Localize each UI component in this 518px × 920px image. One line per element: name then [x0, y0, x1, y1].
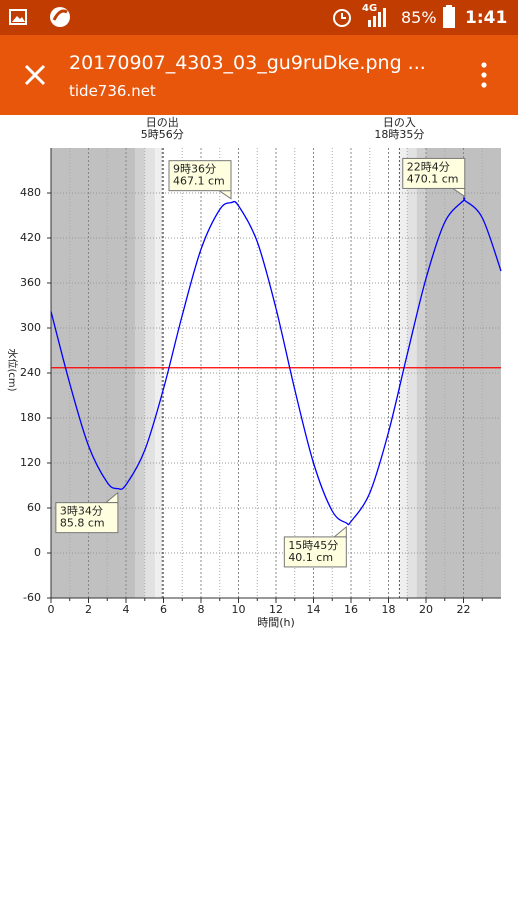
y-tick-label: 360 — [20, 276, 41, 289]
y-tick-label: 420 — [20, 231, 41, 244]
status-icons — [9, 5, 455, 28]
page-url: tide736.net — [69, 82, 156, 100]
toolbar-icons — [24, 62, 487, 88]
status-bar: 4G 85% 1:41 — [0, 0, 518, 35]
x-tick-label: 20 — [419, 603, 433, 616]
gallery-icon-art — [12, 16, 25, 22]
x-tick-label: 6 — [160, 603, 167, 616]
callout-time: 22時4分 — [407, 160, 450, 173]
app-icon — [50, 7, 70, 27]
callout-box — [168, 160, 232, 192]
y-tick-label: 120 — [20, 456, 41, 469]
callout-box — [283, 536, 347, 568]
close-icon[interactable] — [24, 64, 46, 86]
app-icon-art — [52, 9, 68, 21]
x-tick-label: 14 — [307, 603, 321, 616]
callout-box — [402, 157, 466, 189]
toolbar: 20170907_4303_03_gu9ruDke.png ... tide73… — [0, 35, 518, 115]
clock: 1:41 — [465, 8, 508, 28]
y-tick-label: 180 — [20, 411, 41, 424]
battery-level: 85% — [401, 8, 437, 27]
y-tick-label: -60 — [23, 591, 41, 604]
signal-bar — [373, 16, 376, 27]
battery-icon — [443, 7, 455, 28]
sun-time: 5時56分 — [141, 128, 184, 141]
signal-bar — [368, 20, 371, 27]
callout-level: 40.1 cm — [288, 551, 333, 564]
y-tick-label: 60 — [27, 501, 41, 514]
gallery-icon — [9, 9, 27, 25]
network-type: 4G — [362, 3, 378, 14]
sun-label: 日の入 — [383, 116, 416, 129]
y-tick-label: 480 — [20, 186, 41, 199]
callout-time: 15時45分 — [288, 539, 338, 552]
page-title: 20170907_4303_03_gu9ruDke.png ... — [69, 52, 426, 74]
x-tick-label: 8 — [198, 603, 205, 616]
x-tick-label: 10 — [232, 603, 246, 616]
tide-line — [50, 197, 502, 526]
battery-tip — [446, 5, 452, 8]
x-tick-label: 2 — [85, 603, 92, 616]
callout-level: 467.1 cm — [173, 175, 225, 188]
x-tick-label: 22 — [457, 603, 471, 616]
callout-time: 9時36分 — [173, 163, 216, 176]
menu-dot[interactable] — [481, 82, 487, 88]
x-tick-label: 18 — [382, 603, 396, 616]
y-tick-label: 300 — [20, 321, 41, 334]
sun-time: 18時35分 — [374, 128, 424, 141]
signal-bar — [378, 12, 381, 27]
menu-button[interactable] — [481, 62, 487, 88]
callout-level: 85.8 cm — [60, 517, 105, 530]
x-axis-title: 時間(h) — [257, 616, 295, 629]
alarm-icon — [333, 9, 351, 27]
night-band — [155, 148, 163, 598]
y-axis-title: 水位(cm) — [6, 348, 19, 391]
x-tick-label: 0 — [48, 603, 55, 616]
y-tick-label: 240 — [20, 366, 41, 379]
callout-level: 470.1 cm — [407, 172, 459, 185]
callout-box — [55, 502, 119, 534]
tide-chart: -60 0 60 120 180 240 300 360 420 480 0 2 4 6 8 10 12 14 16… — [6, 116, 502, 629]
menu-dot[interactable] — [481, 62, 487, 68]
callout-time: 3時34分 — [60, 505, 103, 518]
signal-bar — [383, 8, 386, 27]
menu-dot[interactable] — [481, 72, 487, 78]
night-band — [144, 148, 156, 598]
y-tick-label: 0 — [34, 546, 41, 559]
x-tick-label: 4 — [123, 603, 130, 616]
alarm-hands — [341, 13, 346, 19]
close-button[interactable] — [24, 64, 46, 86]
sun-label: 日の出 — [146, 116, 179, 129]
night-band — [135, 148, 145, 598]
x-tick-label: 16 — [344, 603, 358, 616]
x-tick-label: 12 — [269, 603, 283, 616]
night-band — [416, 148, 426, 598]
